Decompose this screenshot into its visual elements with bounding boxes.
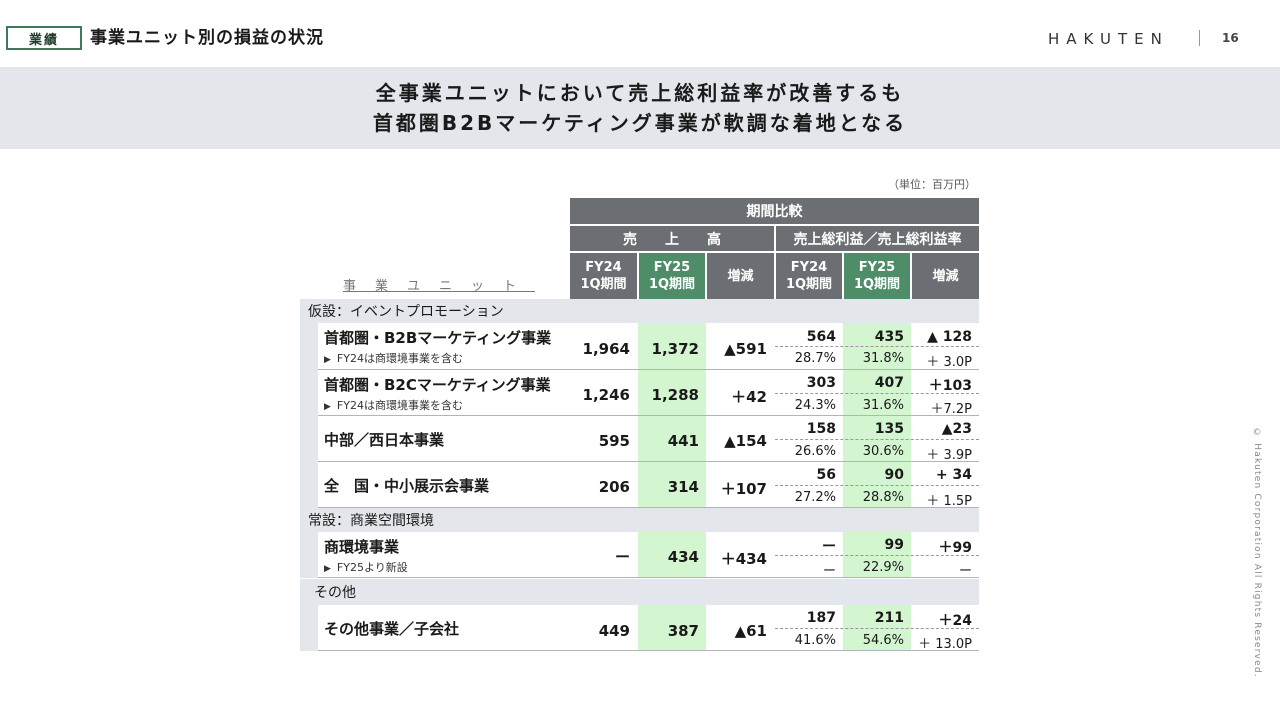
sales-fy25: 434 bbox=[667, 548, 699, 566]
sales-fy25: 1,288 bbox=[651, 386, 699, 404]
gp-fy24: 564 bbox=[806, 329, 836, 345]
unit-note: （単位：百万円） bbox=[888, 178, 976, 191]
sales-fy24: 1,964 bbox=[582, 340, 630, 358]
gp-rate-diff: ー bbox=[958, 564, 972, 579]
sales-diff: ▲154 bbox=[724, 432, 767, 450]
gp-fy25: 435 bbox=[874, 329, 904, 345]
section-tag: 業績 bbox=[6, 26, 82, 50]
row-name: 中部／西日本事業 bbox=[324, 431, 445, 449]
gp-fy25: 211 bbox=[874, 610, 904, 626]
sales-fy25: 441 bbox=[667, 432, 699, 450]
category-other: その他 bbox=[300, 579, 979, 605]
gp-rate-fy24: ー bbox=[822, 564, 836, 579]
row-name: 商環境事業 bbox=[324, 538, 400, 556]
gp-rate-fy24: 27.2% bbox=[794, 490, 836, 505]
gp-diff: ＋99 bbox=[938, 540, 972, 556]
gp-diff: ▲ 128 bbox=[927, 329, 972, 345]
sales-fy25: 314 bbox=[667, 478, 699, 496]
row-note: ▶ FY24は商環境事業を含む bbox=[324, 399, 463, 412]
copyright-notice: © Hakuten Corporation All Rights Reserve… bbox=[1252, 428, 1262, 678]
table-row: 首都圏・B2Bマーケティング事業 ▶ FY24は商環境事業を含む 1,964 1,… bbox=[300, 323, 979, 370]
gp-fy24: 158 bbox=[806, 421, 836, 437]
sales-diff: ＋434 bbox=[720, 550, 767, 568]
row-note: ▶ FY24は商環境事業を含む bbox=[324, 352, 463, 365]
row-name: 首都圏・B2Bマーケティング事業 bbox=[324, 329, 552, 347]
sales-diff: ▲591 bbox=[724, 340, 767, 358]
gross-profit-header: 売上総利益／売上総利益率 bbox=[776, 226, 979, 251]
sales-header: 売 上 高 bbox=[570, 226, 774, 251]
gp-rate-fy25: 28.8% bbox=[862, 490, 904, 505]
gp-diff: + 34 bbox=[935, 467, 972, 483]
company-logo: HAKUTEN bbox=[1048, 30, 1169, 48]
row-name: 首都圏・B2Cマーケティング事業 bbox=[324, 376, 551, 394]
sales-fy24: ー bbox=[614, 548, 630, 566]
sales-fy24: 206 bbox=[598, 478, 630, 496]
table-row: 首都圏・B2Cマーケティング事業 ▶ FY24は商環境事業を含む 1,246 1,… bbox=[300, 370, 979, 417]
gp-rate-fy25: 22.9% bbox=[862, 560, 904, 575]
col-sales-diff: 増減 bbox=[707, 253, 774, 299]
sales-fy25: 387 bbox=[667, 622, 699, 640]
gp-fy25: 135 bbox=[874, 421, 904, 437]
gp-diff: ＋24 bbox=[938, 613, 972, 629]
col-sales-fy25: FY25 1Q期間 bbox=[639, 253, 705, 299]
gp-rate-diff: ＋ 1.5P bbox=[926, 494, 972, 509]
gp-diff: ▲23 bbox=[941, 421, 972, 437]
header-divider bbox=[1199, 30, 1200, 46]
headline-banner: 全事業ユニットにおいて売上総利益率が改善するも 首都圏B2Bマーケティング事業が… bbox=[0, 67, 1280, 149]
gp-fy25: 407 bbox=[874, 375, 904, 391]
gp-rate-fy25: 30.6% bbox=[862, 444, 904, 459]
sales-fy24: 1,246 bbox=[582, 386, 630, 404]
gp-fy24: 303 bbox=[806, 375, 836, 391]
table-row: その他事業／子会社 449 387 ▲61 187 211 ＋24 41.6% … bbox=[300, 605, 979, 652]
gp-rate-fy25: 31.6% bbox=[862, 398, 904, 413]
gp-fy25: 99 bbox=[884, 537, 904, 553]
gp-rate-fy24: 41.6% bbox=[794, 633, 836, 648]
headline-line-1: 全事業ユニットにおいて売上総利益率が改善するも bbox=[375, 81, 905, 105]
gp-rate-fy24: 24.3% bbox=[794, 398, 836, 413]
col-sales-fy24: FY24 1Q期間 bbox=[570, 253, 637, 299]
row-name: 全 国・中小展示会事業 bbox=[324, 477, 490, 495]
category-permanent-commercial: 常設：商業空間環境 bbox=[300, 508, 979, 532]
col-gp-fy24: FY24 1Q期間 bbox=[776, 253, 842, 299]
headline-line-2: 首都圏B2Bマーケティング事業が軟調な着地となる bbox=[372, 111, 908, 135]
table-row: 中部／西日本事業 595 441 ▲154 158 135 ▲23 26.6% … bbox=[300, 416, 979, 463]
gp-fy24: 56 bbox=[816, 467, 836, 483]
sales-diff: ▲61 bbox=[734, 622, 767, 640]
row-note: ▶ FY25より新設 bbox=[324, 561, 408, 574]
gp-rate-fy24: 28.7% bbox=[794, 351, 836, 366]
table-row: 商環境事業 ▶ FY25より新設 ー 434 ＋434 ー 99 ＋99 ー 22… bbox=[300, 532, 979, 579]
sales-diff: ＋107 bbox=[720, 480, 767, 498]
gp-rate-fy25: 31.8% bbox=[862, 351, 904, 366]
sales-fy24: 449 bbox=[598, 622, 630, 640]
gp-rate-fy24: 26.6% bbox=[794, 444, 836, 459]
sales-fy24: 595 bbox=[598, 432, 630, 450]
business-unit-column-label: 事業ユニット bbox=[343, 279, 536, 294]
gp-fy24: ー bbox=[822, 539, 836, 555]
gp-rate-diff: ＋ 3.9P bbox=[926, 448, 972, 463]
gp-fy24: 187 bbox=[806, 610, 836, 626]
gp-rate-diff: ＋ 3.0P bbox=[926, 355, 972, 370]
category-temporary-events: 仮設：イベントプロモーション bbox=[300, 299, 979, 323]
col-gp-diff: 増減 bbox=[912, 253, 979, 299]
gp-diff: ＋103 bbox=[928, 378, 972, 394]
page-title: 事業ユニット別の損益の状況 bbox=[90, 28, 324, 48]
period-comparison-header: 期間比較 bbox=[570, 198, 979, 224]
sales-fy25: 1,372 bbox=[651, 340, 699, 358]
gp-rate-fy25: 54.6% bbox=[862, 633, 904, 648]
page-number: 16 bbox=[1222, 31, 1239, 45]
col-gp-fy25: FY25 1Q期間 bbox=[844, 253, 910, 299]
table-row: 全 国・中小展示会事業 206 314 ＋107 56 90 + 34 27.2… bbox=[300, 462, 979, 509]
gp-rate-diff: ＋ 13.0P bbox=[918, 637, 972, 652]
row-name: その他事業／子会社 bbox=[324, 620, 460, 638]
gp-rate-diff: ＋7.2P bbox=[930, 402, 972, 417]
gp-fy25: 90 bbox=[884, 467, 904, 483]
sales-diff: ＋42 bbox=[731, 388, 767, 406]
